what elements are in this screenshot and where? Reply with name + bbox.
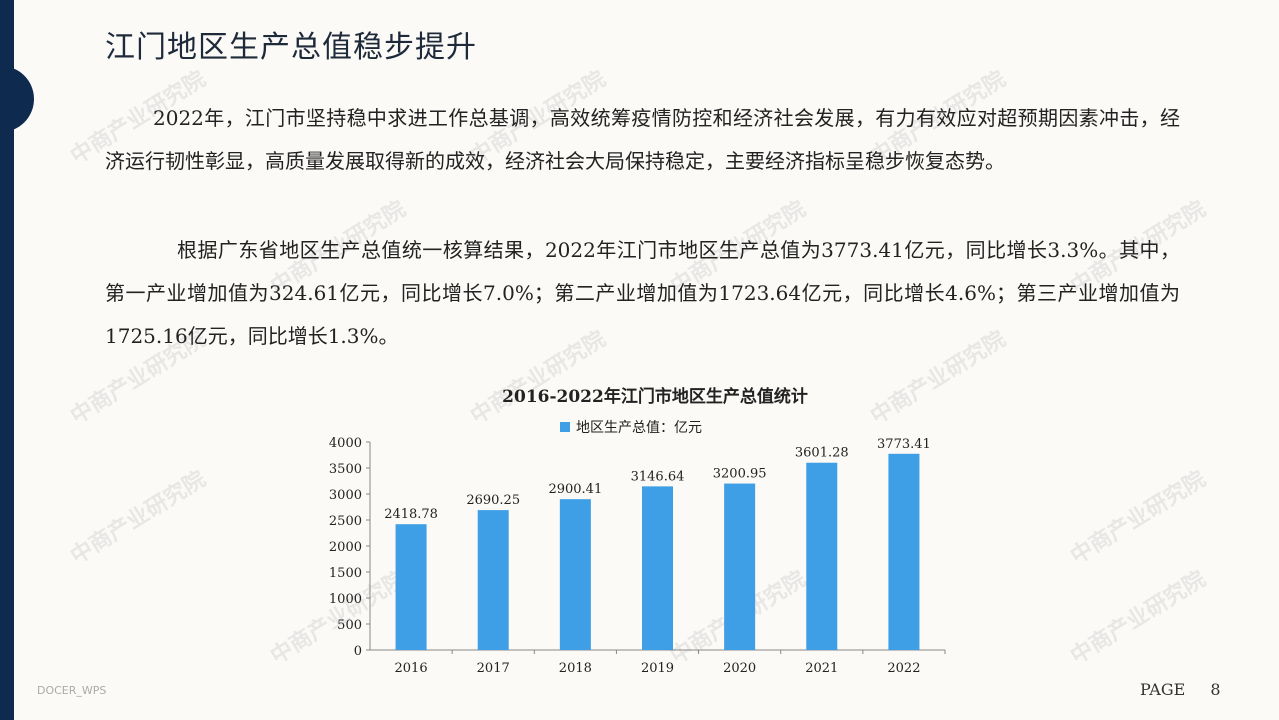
chart-legend: 地区生产总值：亿元 [560, 417, 702, 437]
x-tick-label: 2022 [887, 661, 920, 676]
bar [395, 524, 427, 650]
y-tick-label: 1500 [329, 566, 362, 581]
data-label: 2690.25 [466, 493, 520, 508]
footer-watermark: DOCER_WPS [37, 684, 107, 697]
bar [888, 453, 920, 650]
x-tick-label: 2017 [477, 661, 510, 676]
paragraph-gdp-detail: 根据广东省地区生产总值统一核算结果，2022年江门市地区生产总值为3773.41… [105, 238, 1180, 348]
y-tick-label: 3000 [329, 488, 362, 503]
bar [559, 499, 591, 650]
bar [724, 483, 756, 650]
data-label: 3146.64 [631, 469, 685, 484]
page-number: PAGE 8 [1140, 680, 1221, 699]
data-label: 3200.95 [713, 467, 767, 482]
chart-title: 2016-2022年江门市地区生产总值统计 [502, 387, 808, 407]
page-number-value: 8 [1210, 680, 1221, 699]
x-tick-label: 2021 [805, 661, 838, 676]
x-tick-label: 2018 [559, 661, 592, 676]
y-tick-label: 3500 [329, 462, 362, 477]
legend-label: 地区生产总值：亿元 [576, 420, 702, 436]
bar [806, 462, 838, 650]
y-tick-label: 4000 [329, 436, 362, 451]
bar [477, 510, 509, 650]
data-label: 2418.78 [384, 507, 438, 522]
y-tick-label: 500 [337, 618, 362, 633]
gdp-bar-chart: 0 500 1000 1500 2000 2500 3000 3500 4000 2418.78 2… [329, 436, 946, 676]
bar [642, 486, 673, 650]
page-label: PAGE [1140, 680, 1186, 699]
y-tick-label: 2000 [329, 540, 362, 555]
data-label: 3601.28 [795, 446, 849, 461]
x-tick-label: 2020 [723, 661, 756, 676]
y-tick-label: 1000 [329, 592, 362, 607]
x-tick-label: 2016 [395, 661, 428, 676]
y-tick-label: 0 [354, 644, 362, 659]
page-title: 江门地区生产总值稳步提升 [105, 30, 477, 65]
x-tick-label: 2019 [641, 661, 674, 676]
data-label: 2900.41 [548, 482, 602, 497]
y-tick-label: 2500 [329, 514, 362, 529]
legend-swatch [560, 422, 570, 432]
paragraph-intro: 2022年，江门市坚持稳中求进工作总基调，高效统筹疫情防控和经济社会发展，有力有… [105, 106, 1180, 173]
data-label: 3773.41 [877, 437, 931, 452]
left-accent-bar [0, 0, 14, 720]
